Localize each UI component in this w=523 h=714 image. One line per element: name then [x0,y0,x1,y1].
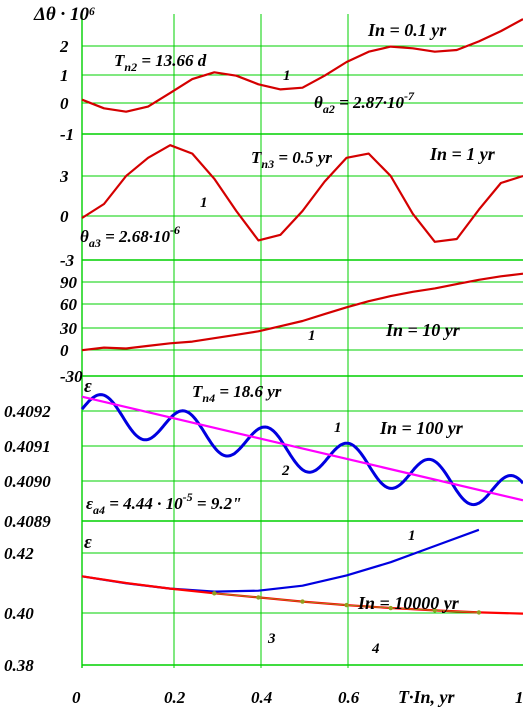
panel2-annotation-period: Tn3 = 0.5 yr [251,148,332,171]
panel2-title: In = 1 yr [429,144,496,164]
y-tick-label: -3 [60,251,75,270]
series-line-panel3-1 [81,272,523,352]
panel2-curve-label: 1 [200,195,208,211]
series-marker-panel5-4 [388,605,393,611]
panel4-title: In = 100 yr [379,418,464,438]
panel4-annotation-amplitude: εa4 = 4.44 · 10-5 = 9.2" [86,490,242,517]
panel2-annotation-amplitude: θa3 = 2.68·10-6 [80,223,180,250]
y-tick-label: 0.4092 [4,402,51,421]
series-marker-panel5-4 [256,595,261,600]
panel4-curve-label-1: 1 [334,420,342,436]
x-tick-label: 0.6 [338,688,360,707]
x-tick-label: 1 [515,688,523,707]
text-layer: Δθ · 10⁶ In = 0.1 yr Tn2 = 13.66 d θa2 =… [4,4,523,707]
x-tick-label: 0.4 [251,688,272,707]
panel5-title: In = 10000 yr [357,593,460,613]
series-layer [80,18,523,615]
panel4-annotation-period: Tn4 = 18.6 yr [192,382,282,405]
series-marker-panel5-4 [432,608,437,613]
panel5-y-symbol: ε [84,532,92,553]
y-tick-label: -1 [60,125,74,144]
y-tick-label: 0.40 [4,604,34,623]
y-tick-label: 0 [60,94,69,113]
grid-layer [81,14,523,668]
panel5-curve-label-1: 1 [408,528,416,544]
y-tick-label: 2 [59,37,69,56]
y-tick-label: 0.42 [4,544,34,563]
series-line-panel1-1 [81,18,523,113]
y-tick-label: 0.4090 [4,472,51,491]
x-axis-label: T·In, yr [398,687,456,707]
y-tick-label: 60 [60,295,78,314]
panel4-curve-label-2: 2 [281,463,290,479]
panel5-curve-label-4: 4 [371,641,380,657]
x-tick-label: 0.2 [164,688,186,707]
y-tick-label: -30 [60,367,83,386]
panel1-curve-label: 1 [283,68,291,84]
y-tick-label: 90 [60,273,78,292]
series-marker-panel5-4 [300,599,305,604]
y-tick-label: 30 [59,319,78,338]
y-tick-label: 0.4091 [4,437,51,456]
series-line-panel2-1 [81,144,523,243]
panel1-y-symbol: Δθ · 10⁶ [33,4,96,25]
panel3-curve-label: 1 [308,328,316,344]
panel4-y-symbol: ε [84,376,92,397]
panel1-title: In = 0.1 yr [367,20,447,40]
y-tick-label: 1 [60,66,69,85]
y-tick-label: 3 [59,167,69,186]
panel1-annotation-period: Tn2 = 13.66 d [114,51,207,74]
y-tick-label: 0.38 [4,656,34,675]
series-marker-panel5-4 [476,610,482,615]
x-tick-label: 0 [72,688,81,707]
panel5-curve-label-3: 3 [267,631,276,647]
y-tick-label: 0 [60,207,69,226]
series-line-panel4-2 [81,395,523,502]
y-tick-label: 0.4089 [4,512,51,531]
y-tick-label: 0 [60,341,69,360]
panel1-annotation-amplitude: θa2 = 2.87·10-7 [314,89,415,116]
panel3-title: In = 10 yr [385,320,461,340]
series-marker-panel5-4 [344,602,349,608]
series-marker-panel5-4 [212,591,217,596]
series-line-panel4-1 [80,393,523,507]
